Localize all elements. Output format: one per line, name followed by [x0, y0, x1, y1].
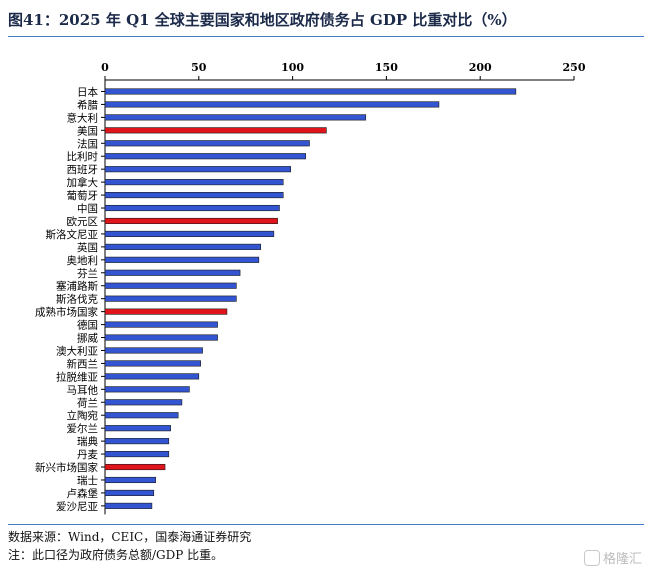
category-label: 爱尔兰	[67, 422, 99, 435]
bar	[104, 295, 237, 302]
footer-divider	[8, 524, 644, 525]
bar	[104, 360, 201, 367]
bar	[104, 166, 292, 173]
bar	[104, 373, 200, 380]
category-label: 马耳他	[67, 383, 99, 396]
source-text: 数据来源：Wind，CEIC，国泰海通证券研究	[8, 530, 252, 544]
bar	[104, 179, 284, 186]
highlight-bar	[104, 127, 327, 134]
bar	[104, 347, 203, 354]
bar	[104, 256, 260, 263]
bar	[104, 386, 190, 393]
category-label: 加拿大	[67, 176, 99, 189]
category-label: 奥地利	[67, 254, 99, 267]
category-label: 西班牙	[67, 164, 99, 176]
bar-chart: 0 50 100 150 200 250 日本希腊意大利美国法国比利时西班牙加拿大葡萄牙中国…	[35, 61, 586, 515]
category-label: 丹麦	[77, 449, 98, 461]
bar	[104, 192, 284, 199]
bar	[104, 101, 440, 108]
category-label: 爱沙尼亚	[56, 500, 98, 513]
category-label: 中国	[77, 202, 98, 215]
title-divider	[8, 36, 644, 37]
category-label: 荷兰	[77, 396, 98, 409]
footnotes: 数据来源：Wind，CEIC，国泰海通证券研究 注：此口径为政府债务总额/GDP…	[8, 528, 251, 564]
bar	[104, 476, 156, 484]
bar	[104, 425, 171, 432]
category-label: 芬兰	[77, 267, 98, 280]
bar	[104, 140, 310, 147]
x-tick-label: 0	[101, 61, 109, 74]
category-label: 立陶宛	[67, 409, 99, 422]
bar	[104, 438, 170, 445]
category-label: 意大利	[67, 111, 99, 124]
category-label: 英国	[77, 241, 98, 254]
bar	[104, 88, 517, 95]
bar	[104, 230, 275, 237]
category-label: 成熟市场国家	[35, 306, 98, 319]
category-label: 德国	[77, 319, 98, 332]
x-tick-label: 50	[191, 61, 207, 74]
category-label: 比利时	[67, 150, 99, 163]
bar	[104, 114, 367, 121]
highlight-bar	[104, 217, 278, 225]
bar	[104, 399, 183, 406]
category-label: 美国	[77, 124, 98, 137]
bar	[104, 269, 241, 276]
note-text: 注：此口径为政府债务总额/GDP 比重。	[8, 548, 224, 562]
highlight-bar	[104, 463, 166, 471]
category-label: 拉脱维亚	[56, 370, 98, 383]
bar	[104, 502, 153, 509]
bar	[104, 282, 237, 289]
category-label: 瑞典	[77, 435, 98, 448]
bar	[104, 451, 170, 458]
figure-title: 图41：2025 年 Q1 全球主要国家和地区政府债务占 GDP 比重对比（%）	[8, 11, 517, 29]
bar	[104, 412, 179, 419]
x-tick-label: 150	[375, 61, 398, 74]
category-label: 葡萄牙	[67, 189, 99, 202]
category-label: 法国	[77, 137, 98, 150]
highlight-bar	[104, 308, 228, 315]
category-label: 斯洛文尼亚	[46, 228, 99, 241]
category-label: 卢森堡	[67, 487, 99, 500]
category-label: 新西兰	[67, 357, 99, 370]
watermark: 格隆汇	[583, 548, 642, 567]
category-label: 日本	[77, 85, 98, 98]
category-label: 斯洛伐克	[56, 293, 98, 306]
category-label: 瑞士	[77, 474, 98, 487]
bar	[104, 321, 218, 328]
category-label: 新兴市场国家	[35, 461, 98, 474]
category-label: 挪威	[77, 332, 98, 345]
bar	[104, 243, 262, 250]
category-label: 欧元区	[67, 216, 99, 228]
category-label: 希腊	[77, 98, 98, 111]
bar	[104, 153, 307, 160]
bar	[104, 334, 218, 341]
watermark-text: 格隆汇	[602, 552, 642, 567]
x-tick-label: 200	[469, 61, 492, 74]
x-tick-label: 250	[563, 61, 586, 74]
bar	[104, 204, 280, 212]
bar	[104, 489, 155, 496]
watermark-logo-icon	[583, 550, 600, 566]
category-label: 塞浦路斯	[56, 280, 98, 293]
category-label: 澳大利亚	[56, 344, 98, 357]
x-tick-label: 100	[281, 61, 304, 74]
